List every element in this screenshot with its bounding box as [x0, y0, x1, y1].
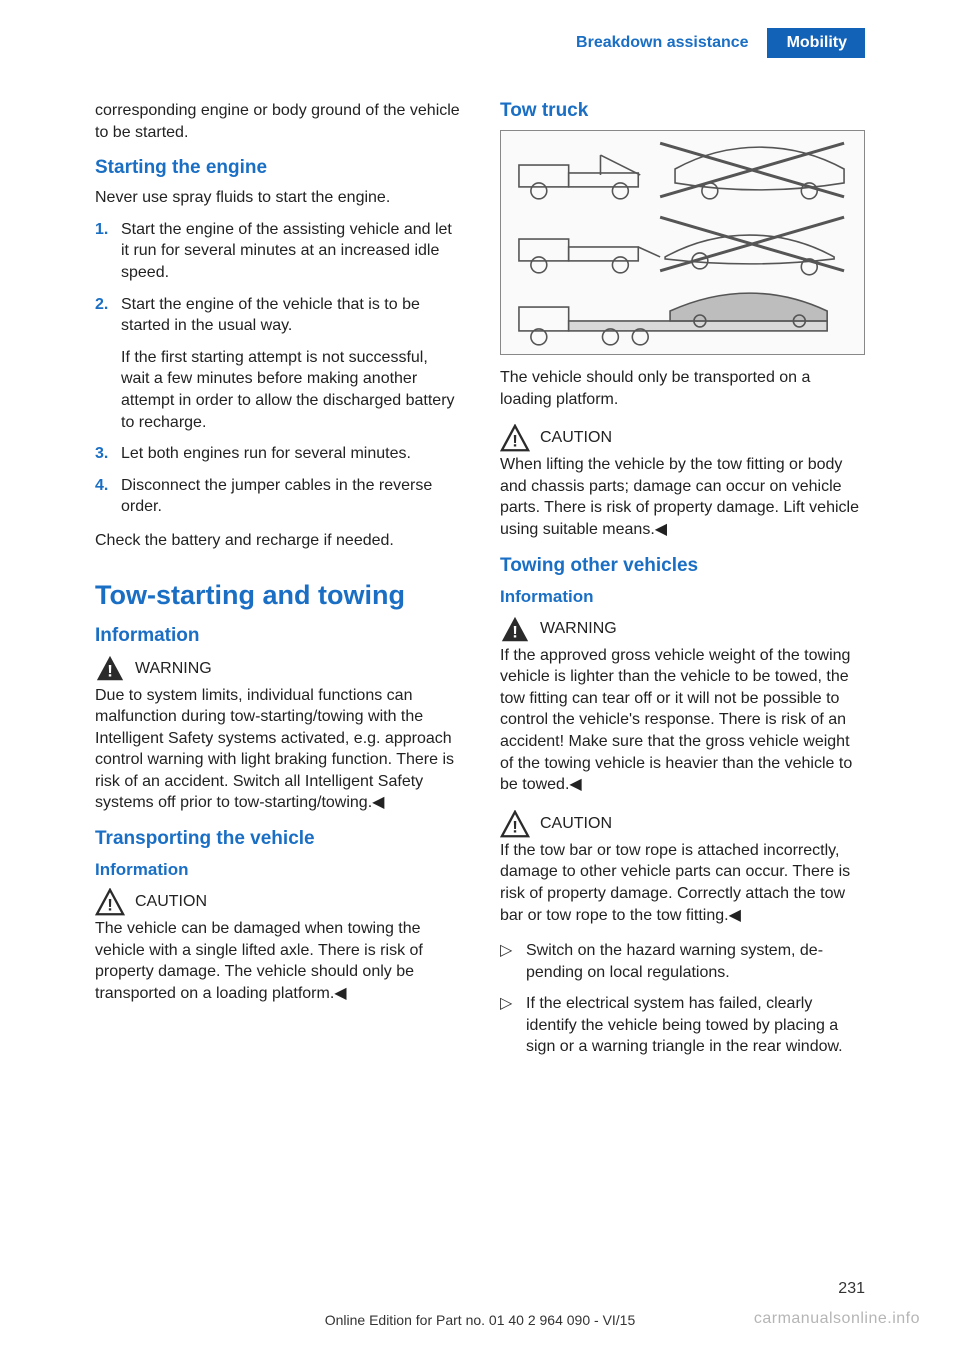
caution-icon: !	[500, 424, 530, 452]
heading-information-1: Information	[95, 625, 460, 647]
heading-starting-engine: Starting the engine	[95, 157, 460, 179]
heading-tow-starting: Tow-starting and towing	[95, 580, 460, 611]
warning-block-1: ! WARNING Due to system limits, individu…	[95, 655, 460, 815]
warning-icon: !	[95, 655, 125, 683]
caution-icon: !	[500, 810, 530, 838]
start-intro: Never use spray fluids to start the engi…	[95, 187, 460, 209]
bullet-text: If the electrical system has failed, cle…	[526, 993, 865, 1058]
bullet-item: ▷ If the electrical system has failed, c…	[500, 993, 865, 1058]
left-column: corresponding engine or body ground of t…	[95, 100, 460, 1068]
step-2: 2. Start the engine of the vehicle that …	[95, 294, 460, 434]
step-number: 4.	[95, 475, 121, 518]
caution-text: If the tow bar or tow rope is attached i…	[500, 840, 865, 926]
bullet-list: ▷ Switch on the hazard warning system, d…	[500, 940, 865, 1058]
page-number: 231	[838, 1280, 865, 1298]
tow-truck-illustration	[500, 130, 865, 355]
warning-label: WARNING	[135, 660, 212, 678]
right-column: Tow truck	[500, 100, 865, 1068]
intro-text: corresponding engine or body ground of t…	[95, 100, 460, 143]
header-section-left: Breakdown assistance	[576, 28, 769, 58]
step-text-sub: If the first starting attempt is not suc…	[121, 347, 460, 433]
warning-text: If the approved gross vehicle weight of …	[500, 645, 865, 796]
warning-label: WARNING	[540, 620, 617, 638]
header-section-right: Mobility	[769, 28, 865, 58]
truck-caption: The vehicle should only be transported o…	[500, 367, 865, 410]
step-number: 2.	[95, 294, 121, 434]
step-text: Disconnect the jumper cables in the re­v…	[121, 475, 460, 518]
caution-label: CAUTION	[540, 815, 612, 833]
step-text: Start the engine of the assisting vehicl…	[121, 219, 460, 284]
caution-text: When lifting the vehicle by the tow fitt…	[500, 454, 865, 540]
bullet-text: Switch on the hazard warning system, de­…	[526, 940, 865, 983]
caution-icon: !	[95, 888, 125, 916]
page-header: Breakdown assistance Mobility	[576, 28, 865, 58]
heading-information-3: Information	[500, 587, 865, 607]
svg-text:!: !	[512, 432, 518, 451]
heading-transporting: Transporting the vehicle	[95, 828, 460, 850]
caution-block-2: ! CAUTION When lifting the vehicle by th…	[500, 424, 865, 540]
after-steps-text: Check the battery and recharge if needed…	[95, 530, 460, 552]
step-4: 4. Disconnect the jumper cables in the r…	[95, 475, 460, 518]
step-3: 3. Let both engines run for several minu…	[95, 443, 460, 465]
svg-text:!: !	[512, 622, 518, 641]
heading-towing-other: Towing other vehicles	[500, 555, 865, 577]
svg-text:!: !	[512, 817, 518, 836]
bullet-marker: ▷	[500, 940, 526, 983]
bullet-item: ▷ Switch on the hazard warning system, d…	[500, 940, 865, 983]
step-text: Start the engine of the vehicle that is …	[121, 294, 460, 434]
caution-label: CAUTION	[135, 893, 207, 911]
warning-text: Due to system limits, individual functio…	[95, 685, 460, 815]
warning-block-2: ! WARNING If the approved gross vehicle …	[500, 615, 865, 796]
heading-tow-truck: Tow truck	[500, 100, 865, 122]
svg-text:!: !	[107, 896, 113, 915]
heading-information-2: Information	[95, 860, 460, 880]
step-1: 1. Start the engine of the assisting veh…	[95, 219, 460, 284]
step-text: Let both engines run for several minutes…	[121, 443, 460, 465]
svg-text:!: !	[107, 662, 113, 681]
caution-label: CAUTION	[540, 429, 612, 447]
watermark: carmanualsonline.info	[754, 1310, 920, 1328]
step-number: 1.	[95, 219, 121, 284]
warning-icon: !	[500, 615, 530, 643]
caution-block-3: ! CAUTION If the tow bar or tow rope is …	[500, 810, 865, 926]
caution-block-1: ! CAUTION The vehicle can be damaged whe…	[95, 888, 460, 1004]
caution-text: The vehicle can be damaged when tow­ing …	[95, 918, 460, 1004]
step-number: 3.	[95, 443, 121, 465]
bullet-marker: ▷	[500, 993, 526, 1058]
page-body: corresponding engine or body ground of t…	[95, 100, 865, 1068]
steps-list: 1. Start the engine of the assisting veh…	[95, 219, 460, 518]
step-text-main: Start the engine of the vehicle that is …	[121, 296, 420, 335]
